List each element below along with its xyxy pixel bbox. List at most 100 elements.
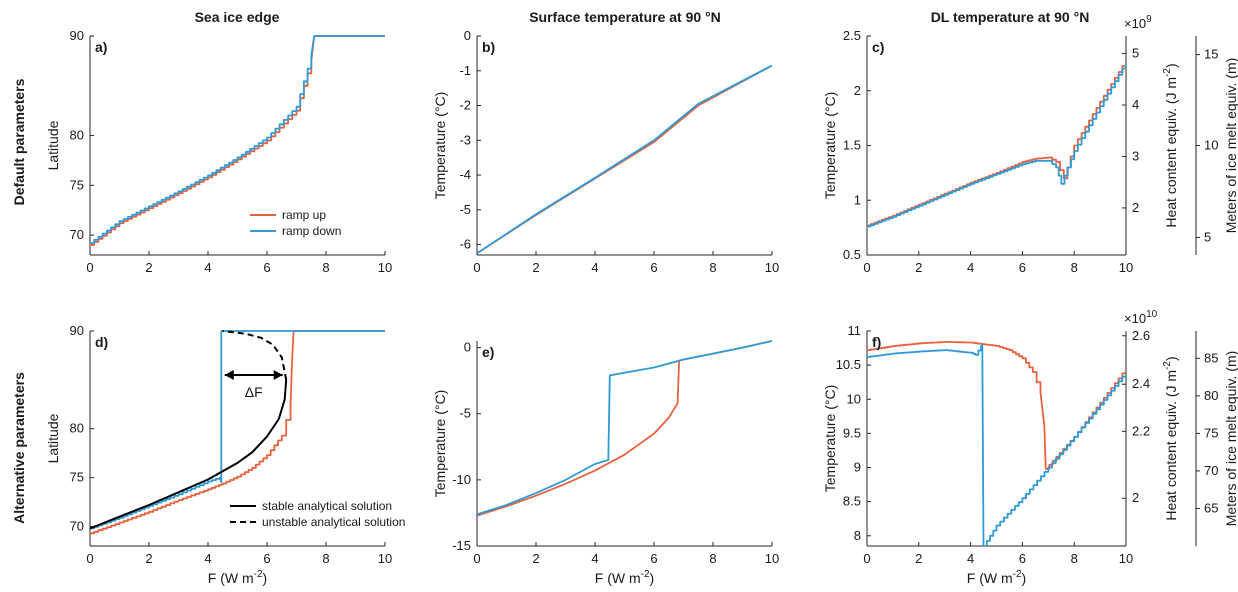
- y-tick-label: 90: [70, 323, 84, 338]
- y-axis-label: Latitude: [45, 413, 61, 463]
- x-tick-label: 10: [378, 551, 392, 566]
- y-tick-label: -2: [459, 98, 471, 113]
- right-axis-exponent: ×1010: [1124, 309, 1158, 326]
- plot-area: [90, 35, 385, 246]
- series-line-ramp-down: [90, 35, 385, 244]
- y-tick-label: 10: [847, 391, 861, 406]
- x-tick-label: 10: [378, 260, 392, 275]
- x-tick-label: 0: [863, 260, 870, 275]
- y-tick-label: -5: [459, 202, 471, 217]
- panel-label: b): [482, 39, 495, 55]
- y-tick-label: 2: [854, 83, 861, 98]
- y-tick-label: 11: [848, 323, 862, 338]
- x-tick-label: 6: [263, 551, 270, 566]
- right-axis-label: Heat content equiv. (J m-2): [1162, 356, 1179, 520]
- right-axis-exponent: ×109: [1124, 14, 1152, 31]
- panel-label: e): [482, 344, 494, 360]
- x-tick-label: 0: [86, 260, 93, 275]
- second-right-axis-label: Meters of ice melt equiv. (m): [1223, 351, 1238, 527]
- right-tick-label: 4: [1132, 97, 1139, 112]
- y-tick-label: -5: [459, 406, 471, 421]
- panel-label: f): [872, 334, 881, 350]
- second-right-axis-label: Meters of ice melt equiv. (m): [1223, 58, 1238, 234]
- right-tick-label: 2: [1132, 200, 1139, 215]
- y-axis-label: Temperature (°C): [822, 92, 838, 200]
- y-axis-label: Latitude: [45, 120, 61, 170]
- row-label-alternative: Alternative parameters: [11, 372, 27, 524]
- right-tick-label: 2.2: [1132, 423, 1150, 438]
- second-right-tick-label: 85: [1204, 350, 1218, 365]
- x-tick-label: 6: [263, 260, 270, 275]
- y-tick-label: 0: [464, 28, 471, 43]
- legend-entry: unstable analytical solution: [262, 515, 405, 529]
- series-line-ramp-down: [90, 330, 385, 530]
- x-tick-label: 4: [591, 551, 598, 566]
- panel-label: d): [95, 334, 108, 350]
- column-title-surface-temperature: Surface temperature at 90 °N: [529, 9, 721, 25]
- panel-f: 0 2 4 6 8 10 8 8.5 9 9.5 10 10.5 11 Temperature (°C) F…: [822, 309, 1238, 586]
- x-tick-label: 0: [473, 260, 480, 275]
- plot-area: [867, 60, 1126, 228]
- second-right-tick-label: 75: [1204, 425, 1218, 440]
- legend-entry: stable analytical solution: [262, 499, 392, 513]
- x-axis-label: F (W m-2): [208, 569, 267, 586]
- panel-b: 0 2 4 6 8 10 -6 -5 -4 -3 -2 -1 0 Temperature (°C) b): [432, 28, 779, 275]
- y-tick-label: 70: [70, 518, 84, 533]
- x-tick-label: 6: [650, 551, 657, 566]
- x-tick-label: 2: [915, 260, 922, 275]
- y-tick-label: 0.5: [843, 247, 861, 262]
- x-tick-label: 4: [204, 551, 211, 566]
- y-tick-label: 75: [70, 470, 84, 485]
- delta-f-label: ΔF: [245, 384, 263, 400]
- y-tick-label: 1: [854, 192, 861, 207]
- x-tick-label: 10: [765, 551, 779, 566]
- second-right-tick-label: 80: [1204, 388, 1218, 403]
- y-axis-label: Temperature (°C): [822, 385, 838, 493]
- legend-entry: ramp up: [282, 208, 326, 222]
- series-line-ramp-up: [477, 340, 772, 517]
- plot-area: [477, 340, 772, 517]
- y-tick-label: 0: [464, 340, 471, 355]
- panel-label: c): [872, 39, 884, 55]
- x-tick-label: 4: [967, 260, 974, 275]
- x-tick-label: 2: [145, 551, 152, 566]
- x-tick-label: 4: [204, 260, 211, 275]
- second-right-tick-label: 5: [1204, 229, 1211, 244]
- series-line-unstable-analytical-solution: [222, 330, 288, 381]
- x-tick-label: 6: [650, 260, 657, 275]
- x-axis-label: F (W m-2): [595, 569, 654, 586]
- series-line-ramp-down: [477, 340, 772, 516]
- x-tick-label: 4: [967, 551, 974, 566]
- y-tick-label: -6: [459, 237, 471, 252]
- x-tick-label: 2: [532, 260, 539, 275]
- y-tick-label: 8.5: [843, 494, 861, 509]
- x-tick-label: 2: [145, 260, 152, 275]
- x-tick-label: 10: [1119, 551, 1133, 566]
- y-tick-label: -3: [459, 132, 471, 147]
- x-tick-label: 0: [473, 551, 480, 566]
- y-axis-label: Temperature (°C): [432, 92, 448, 200]
- y-axis-label: Temperature (°C): [432, 390, 448, 498]
- series-line-ramp-up: [867, 60, 1126, 227]
- right-tick-label: 2.6: [1132, 328, 1150, 343]
- right-tick-label: 3: [1132, 148, 1139, 163]
- x-tick-label: 8: [1071, 260, 1078, 275]
- column-title-dl-temperature: DL temperature at 90 °N: [931, 9, 1090, 25]
- series-line-ramp-down: [867, 343, 1126, 546]
- second-right-tick-label: 10: [1204, 138, 1218, 153]
- panel-c: 0 2 4 6 8 10 0.5 1 1.5 2 2.5 Temperature (°C) 2 3 4 5 ×1…: [822, 14, 1238, 275]
- second-right-tick-label: 70: [1204, 463, 1218, 478]
- x-tick-label: 8: [322, 260, 329, 275]
- second-right-tick-label: 65: [1204, 500, 1218, 515]
- y-tick-label: 2.5: [843, 28, 861, 43]
- delta-f-arrowhead-right: [273, 369, 283, 380]
- series-line-stable-analytical-solution: [90, 379, 288, 530]
- y-tick-label: -15: [452, 538, 471, 553]
- column-title-sea-ice-edge: Sea ice edge: [195, 9, 280, 25]
- x-tick-label: 4: [591, 260, 598, 275]
- x-tick-label: 8: [709, 260, 716, 275]
- second-right-tick-label: 15: [1204, 47, 1218, 62]
- y-tick-label: 10.5: [836, 357, 861, 372]
- y-tick-label: 8: [854, 528, 861, 543]
